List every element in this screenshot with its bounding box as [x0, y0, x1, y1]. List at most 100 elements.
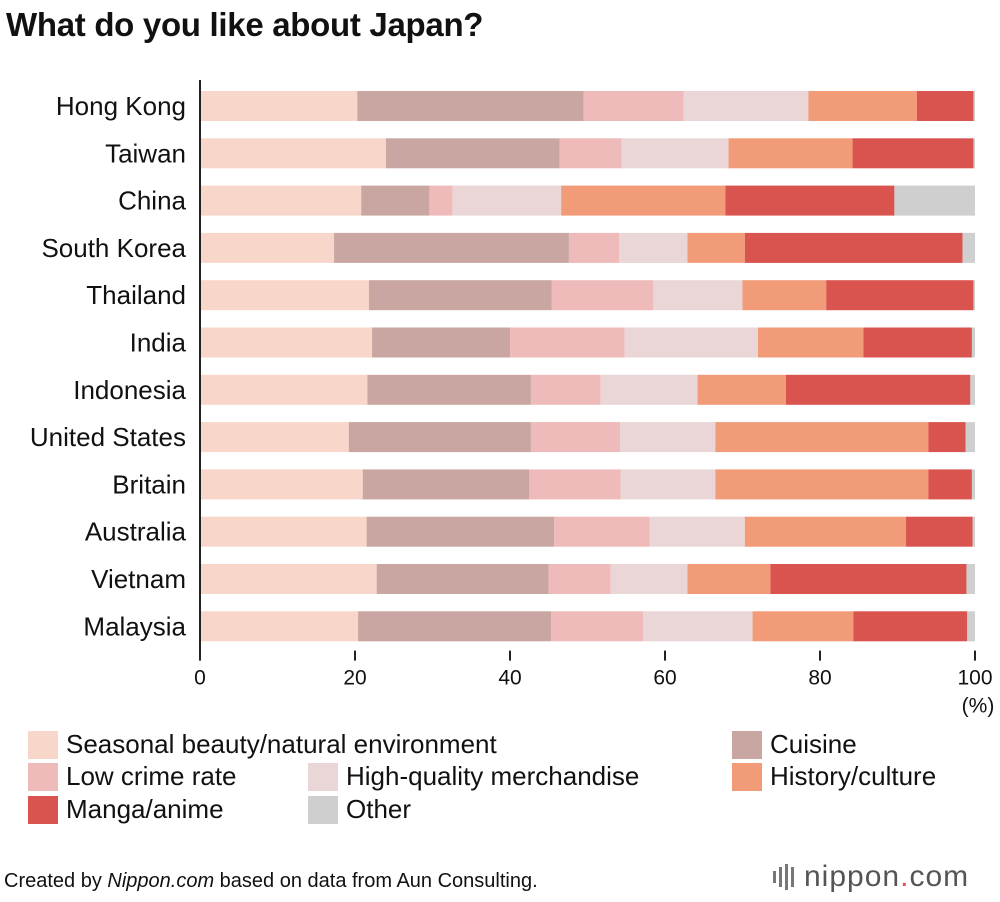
bar-segment-seasonal — [200, 327, 373, 358]
bar-segment-crime — [530, 374, 601, 405]
source-site: Nippon.com — [107, 870, 215, 892]
bar-segment-other — [973, 138, 975, 169]
bar-segment-cuisine — [386, 138, 560, 169]
bar-segment-cuisine — [334, 232, 569, 263]
bar-segment-other — [972, 516, 975, 547]
bar-segment-seasonal — [200, 611, 359, 642]
category-label: India — [130, 328, 187, 358]
bar-segment-seasonal — [200, 374, 368, 405]
bar-segment-other — [971, 469, 975, 500]
bar-segment-cuisine — [361, 185, 430, 216]
logo-bars-icon — [773, 864, 794, 890]
bar-segment-merch — [600, 374, 698, 405]
bar-segment-seasonal — [200, 185, 362, 216]
bar-segment-history — [742, 280, 827, 311]
bar-segment-cuisine — [372, 327, 510, 358]
bar-segment-crime — [568, 232, 620, 263]
source-suffix: based on data from Aun Consulting. — [214, 870, 538, 892]
legend-item-crime: Low crime rate — [28, 761, 237, 792]
x-tick-label: 60 — [653, 667, 676, 690]
legend-swatch-cuisine — [732, 730, 762, 759]
bar-segment-merch — [621, 138, 729, 169]
bar-segment-seasonal — [200, 469, 363, 500]
category-label: Hong Kong — [56, 91, 186, 121]
bar-segment-history — [758, 327, 864, 358]
bar-segment-other — [971, 327, 975, 358]
stacked-bar-chart: Hong Kong Taiwan China South Korea Thailand I… — [30, 80, 995, 718]
legend-label-merch: High-quality merchandise — [346, 761, 640, 791]
legend-label-history: History/culture — [770, 761, 937, 791]
bar-segment-manga — [770, 564, 967, 594]
legend-label-other: Other — [346, 794, 412, 824]
category-label: Australia — [85, 517, 187, 547]
bar-segment-crime — [529, 469, 621, 500]
bar-segment-crime — [429, 185, 453, 216]
bar-segment-history — [744, 516, 907, 547]
legend-swatch-crime — [28, 762, 58, 791]
bar-segment-cuisine — [348, 422, 531, 453]
bar-segment-crime — [559, 138, 622, 169]
x-unit-label: (%) — [962, 695, 995, 718]
bar-segment-crime — [551, 611, 644, 642]
bar-segment-cuisine — [366, 516, 555, 547]
bar-segment-manga — [906, 516, 973, 547]
legend-swatch-manga — [28, 795, 58, 824]
bar-segment-history — [561, 185, 726, 216]
bar-segment-merch — [620, 422, 716, 453]
category-label: Indonesia — [73, 375, 186, 405]
category-label: Thailand — [86, 280, 186, 310]
legend-swatch-history — [732, 762, 762, 791]
category-label: Vietnam — [91, 564, 186, 594]
bar-segment-history — [808, 91, 917, 121]
bar-segment-crime — [548, 564, 611, 594]
bar-segment-manga — [928, 422, 966, 453]
bar-segment-manga — [853, 611, 968, 642]
category-label: Taiwan — [105, 138, 186, 168]
bar-segment-cuisine — [358, 611, 552, 642]
bar-segment-manga — [928, 469, 972, 500]
bar-segment-history — [697, 374, 786, 405]
category-label: United States — [30, 422, 186, 452]
bar-segment-merch — [683, 91, 809, 121]
category-label: Britain — [112, 469, 186, 499]
legend-label-manga: Manga/anime — [66, 794, 224, 824]
legend-label-cuisine: Cuisine — [770, 729, 857, 759]
bar-segment-other — [967, 611, 975, 642]
bar-segment-history — [687, 232, 745, 263]
logo-tld: com — [909, 860, 970, 893]
category-label: Malaysia — [83, 611, 186, 641]
bar-segment-seasonal — [200, 564, 377, 594]
bar-segment-cuisine — [368, 280, 552, 311]
bar-segment-seasonal — [200, 138, 386, 169]
bar-segment-seasonal — [200, 422, 349, 453]
legend-swatch-merch — [308, 762, 338, 791]
bar-segment-history — [715, 469, 929, 500]
bar-segment-manga — [744, 232, 963, 263]
bar-segment-history — [715, 422, 929, 453]
logo-name: nippon — [804, 860, 901, 893]
bar-segment-crime — [551, 280, 654, 311]
legend-label-seasonal: Seasonal beauty/natural environment — [66, 729, 497, 759]
x-tick-label: 80 — [808, 667, 831, 690]
bar-segment-seasonal — [200, 91, 358, 121]
bar-segment-merch — [452, 185, 562, 216]
bar-segment-merch — [624, 327, 758, 358]
bar-segment-cuisine — [362, 469, 530, 500]
legend-item-cuisine: Cuisine — [732, 729, 857, 760]
bar-segment-history — [687, 564, 771, 594]
bar-segment-merch — [653, 280, 743, 311]
bar-segment-other — [966, 564, 975, 594]
x-tick-label: 100 — [957, 667, 992, 690]
bar-segment-history — [752, 611, 854, 642]
bar-segment-manga — [725, 185, 895, 216]
logo-dot: . — [900, 860, 910, 893]
category-label: China — [118, 186, 186, 216]
bar-segment-seasonal — [200, 232, 335, 263]
bar-segment-cuisine — [357, 91, 584, 121]
bar-segment-other — [965, 422, 975, 453]
bar-segment-cuisine — [367, 374, 531, 405]
legend-swatch-seasonal — [28, 730, 58, 759]
bar-segment-other — [970, 374, 975, 405]
category-label: South Korea — [41, 233, 186, 263]
legend-swatch-other — [308, 795, 338, 824]
